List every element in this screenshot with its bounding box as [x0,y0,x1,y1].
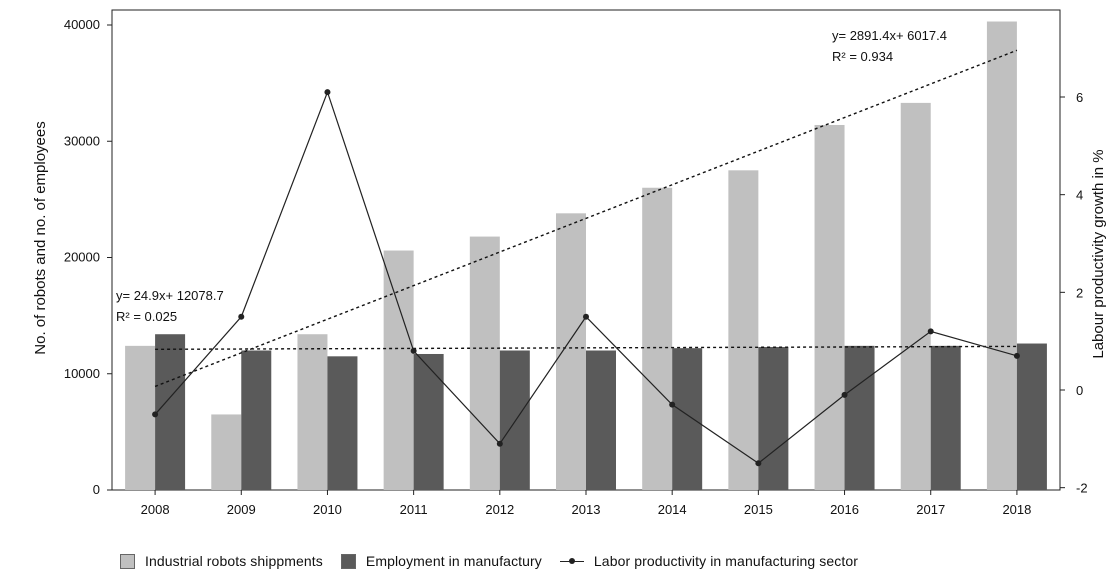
legend-label-productivity: Labor productivity in manufacturing sect… [593,553,859,569]
bar-employment-2008 [155,334,186,490]
bar-robots-2014 [642,187,673,490]
productivity-point-2015 [755,460,762,467]
x-tick-label-2017: 2017 [916,502,945,517]
productivity-point-2018 [1013,352,1020,359]
bar-robots-2009 [211,414,242,490]
bar-robots-2017 [900,102,931,490]
bar-robots-2008 [125,345,156,490]
y2-axis-title: Labour productivity growth in % [1090,149,1107,358]
legend-label-employment: Employment in manufactury [365,553,542,569]
y2-tick-label-2: 2 [1076,285,1083,300]
x-tick-label-2018: 2018 [1002,502,1031,517]
bar-robots-2013 [556,213,586,490]
y-tick-label-0: 0 [93,482,100,497]
bar-robots-2015 [728,170,759,490]
bar-employment-2014 [672,348,703,490]
x-tick-label-2010: 2010 [313,502,342,517]
bar-robots-2018 [986,21,1017,490]
bar-employment-2016 [844,345,875,490]
productivity-point-2010 [324,89,331,96]
y-tick-label-10000: 10000 [64,366,100,381]
trendline-robots [154,49,1018,388]
bar-employment-2011 [413,353,444,490]
legend-item-productivity: Labor productivity in manufacturing sect… [559,553,859,569]
trendline-equation-robots: y= 2891.4x+ 6017.4 [832,28,947,43]
trendline-equation-employment: y= 24.9x+ 12078.7 [116,288,224,303]
legend: Industrial robots shippments Employment … [120,551,876,571]
legend-line-marker-icon [559,554,584,568]
y2-tick-label--2: -2 [1076,481,1088,496]
bar-employment-2017 [930,345,961,490]
bar-employment-2009 [241,350,272,490]
combo-chart: 2008 2009 2010 2011 2012 2013 2014 2015 2016 2017… [32,9,1107,517]
bar-robots-2016 [814,124,845,490]
x-tick-label-2012: 2012 [485,502,514,517]
productivity-point-2016 [841,391,848,398]
trendline-r2-robots: R² = 0.934 [832,49,893,64]
x-tick-label-2015: 2015 [744,502,773,517]
productivity-point-2013 [583,313,589,320]
productivity-point-2014 [669,401,676,408]
y-tick-label-20000: 20000 [64,250,100,265]
productivity-point-2011 [410,347,417,354]
plot-area: 2008 2009 2010 2011 2012 2013 2014 2015 2016 2017… [64,9,1088,517]
x-tick-label-2013: 2013 [572,502,601,517]
x-tick-label-2011: 2011 [400,502,428,517]
y2-tick-label-4: 4 [1076,188,1083,203]
x-tick-label-2016: 2016 [830,502,859,517]
productivity-point-2009 [238,313,245,320]
bar-employment-2012 [499,350,530,490]
x-tick-label-2009: 2009 [227,502,256,517]
y-tick-label-30000: 30000 [64,133,100,148]
x-tick-label-2008: 2008 [141,502,170,517]
legend-item-robots: Industrial robots shippments [120,553,323,569]
productivity-point-2012 [496,440,503,447]
y2-tick-label-6: 6 [1076,90,1083,105]
bar-employment-2015 [758,347,789,490]
productivity-point-2017 [927,328,934,335]
legend-item-employment: Employment in manufactury [340,553,542,569]
trendline-r2-employment: R² = 0.025 [116,309,177,324]
y-tick-label-40000: 40000 [64,17,100,32]
productivity-point-2008 [152,411,159,418]
x-tick-label-2014: 2014 [658,502,687,517]
bar-employment-2010 [327,356,358,490]
bar-employment-2013 [586,350,616,490]
y2-tick-label-0: 0 [1076,383,1083,398]
bar-robots-2012 [469,236,500,490]
legend-label-robots: Industrial robots shippments [145,553,323,569]
bar-robots-2010 [297,334,328,490]
legend-swatch-robots [120,553,135,569]
bar-employment-2018 [1016,343,1047,490]
bar-robots-2011 [383,250,414,490]
y-axis-title: No. of robots and no. of employees [32,121,49,354]
legend-swatch-employment [340,553,356,569]
